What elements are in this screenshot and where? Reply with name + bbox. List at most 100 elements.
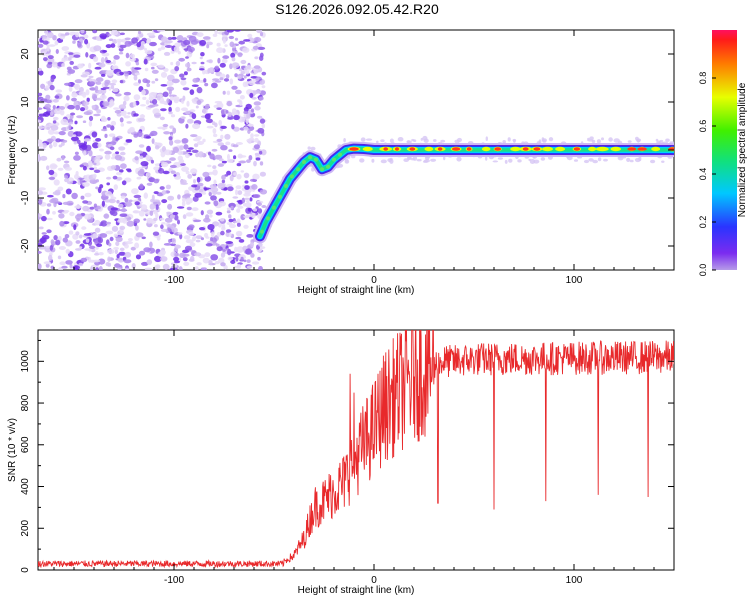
noise-blob [38,92,43,97]
noise-blob [236,231,242,237]
noise-blob [108,242,112,247]
noise-blob [95,267,99,270]
noise-blob [117,203,124,208]
noise-blob [121,180,127,186]
noise-blob [129,53,135,59]
noise-blob [93,56,99,62]
noise-blob [223,265,228,270]
noise-blob [60,118,68,126]
noise-blob [45,263,50,268]
noise-blob [240,214,246,221]
halo-speck [608,137,613,142]
noise-blob [226,100,232,107]
noise-blob [50,125,59,131]
halo-speck [443,156,446,161]
noise-blob [141,37,147,42]
noise-blob [127,112,131,115]
ridge-spot [278,194,282,199]
noise-blob [173,46,180,53]
noise-blob [38,199,43,205]
noise-blob [124,267,130,270]
noise-blob [157,251,165,257]
noise-blob [257,208,263,214]
noise-blob [259,80,265,85]
noise-blob [204,232,209,238]
noise-blob [243,110,249,114]
noise-blob [53,235,58,241]
noise-blob [255,157,261,161]
noise-blob [231,57,236,62]
noise-blob [52,98,59,103]
noise-blob [261,123,266,129]
halo-speck [440,139,446,143]
noise-blob [220,134,224,140]
noise-blob [218,158,224,162]
noise-blob [90,266,94,270]
noise-blob [108,38,114,42]
noise-blob [183,261,190,266]
noise-blob [221,174,226,181]
noise-blob [105,262,110,267]
ridge-spot [260,229,264,234]
noise-blob [250,241,254,248]
noise-blob [191,149,199,153]
noise-blob [141,89,146,96]
noise-blob [65,260,73,265]
ridge-hot-red [437,147,443,151]
ridge-hot-red [522,147,529,151]
noise-blob [185,123,189,129]
noise-blob [110,85,115,90]
noise-blob [240,256,244,261]
noise-blob [171,237,177,245]
halo-speck [344,158,349,163]
noise-blob [81,143,88,150]
noise-blob [210,254,219,261]
noise-blob [238,155,247,158]
noise-blob [84,192,92,198]
noise-blob [42,98,48,103]
noise-blob [38,245,46,250]
noise-blob [45,85,50,91]
ridge-spot [338,152,342,157]
noise-blob [95,77,104,82]
halo-speck [416,159,422,162]
noise-blob [67,69,76,74]
noise-blob [101,200,105,207]
noise-blob [80,74,88,78]
halo-speck [422,135,428,141]
noise-blob [161,222,166,225]
noise-blob [235,185,242,190]
noise-blob [145,154,151,161]
ridge-hot-yellow [510,146,521,152]
noise-blob [113,233,118,238]
noise-blob [42,40,49,45]
noise-blob [216,47,224,54]
noise-blob [113,55,120,60]
noise-blob [179,145,185,151]
noise-blob [184,193,192,197]
x-tick-label: 100 [566,275,583,286]
noise-blob [238,239,245,243]
ridge-hot-red [494,147,502,151]
noise-blob [73,84,79,89]
noise-blob [137,117,146,122]
noise-blob [185,170,190,175]
noise-blob [192,123,201,130]
noise-blob [216,246,223,252]
noise-blob [117,267,122,270]
ridge-hot-yellow [362,146,373,152]
noise-blob [165,184,171,190]
noise-blob [229,78,234,85]
noise-blob [131,37,139,44]
noise-blob [97,186,102,194]
noise-blob [77,41,82,48]
halo-speck [380,159,387,164]
noise-blob [98,252,104,256]
noise-blob [207,68,211,74]
noise-blob [40,48,48,54]
noise-blob [221,109,225,116]
noise-blob [160,71,168,78]
noise-blob [250,212,256,219]
noise-blob [217,142,225,147]
noise-blob [92,142,100,149]
